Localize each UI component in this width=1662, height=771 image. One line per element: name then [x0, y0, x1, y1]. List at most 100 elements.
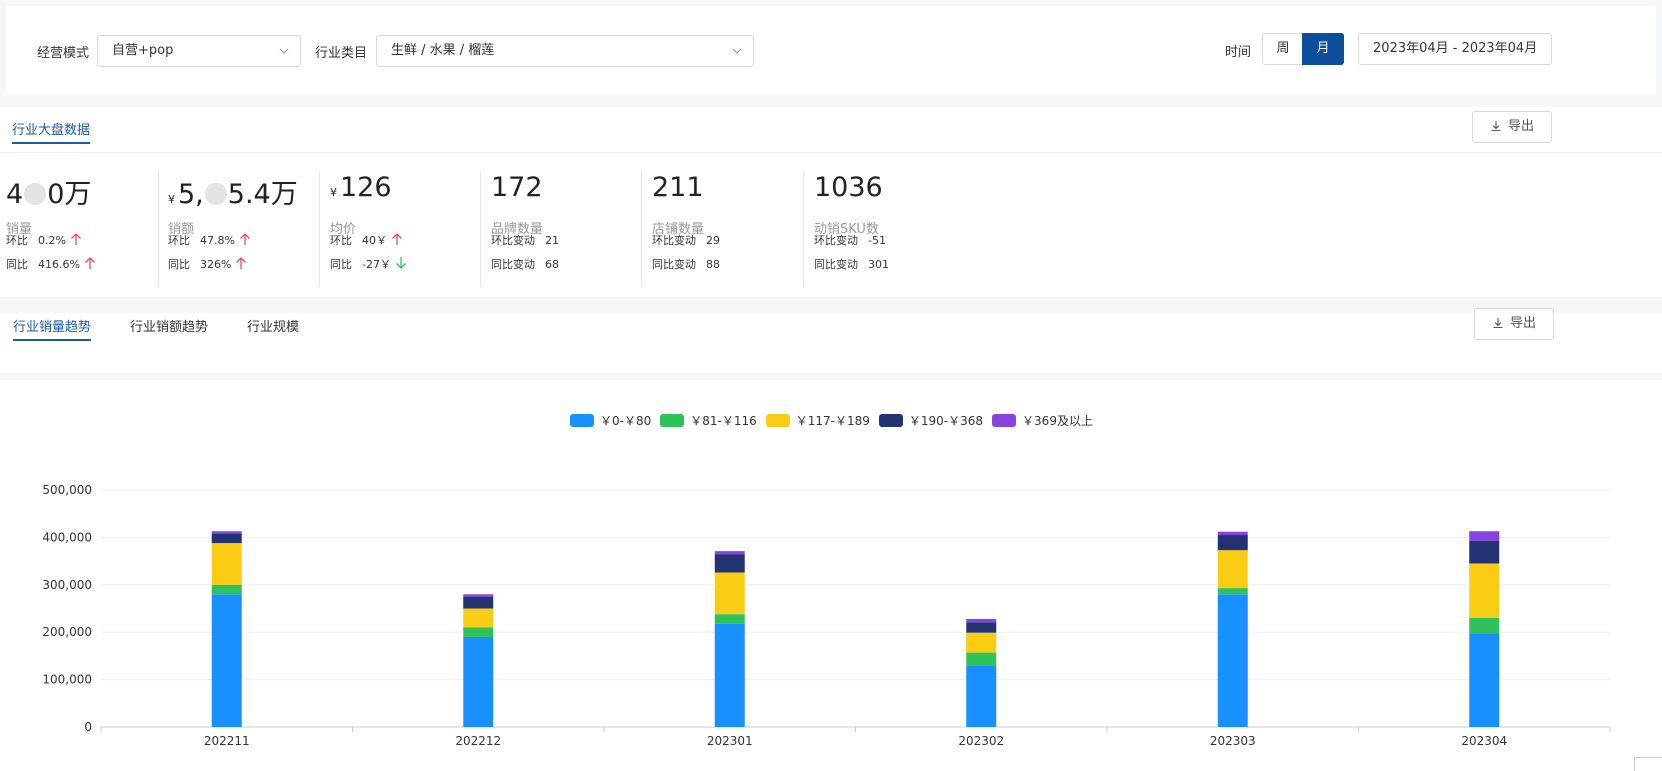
tab-overview[interactable]: 行业大盘数据: [12, 119, 91, 144]
date-range-picker[interactable]: 2023年04月 - 2023年04月: [1358, 33, 1553, 65]
download-icon: [1491, 121, 1501, 132]
x-tick-label: 202302: [958, 734, 1004, 748]
arrow-down-icon: [396, 257, 406, 269]
overview-export-button[interactable]: 导出: [1472, 111, 1552, 143]
bar-segment: [1469, 563, 1500, 618]
chart-legend: ￥0-￥80 ￥81-￥116 ￥117-￥189 ￥190-￥368 ￥369及以上: [570, 412, 1102, 429]
mode-select[interactable]: 自营+pop: [97, 35, 301, 67]
metric-mom-row: 环比变动 -51: [814, 234, 886, 247]
legend-label: ￥81-￥116: [690, 414, 757, 428]
metric-sales-amount: ¥5, 5.4万 销额 环比 47.8% 同比 326%: [168, 162, 338, 290]
tab-sales-volume-trend[interactable]: 行业销量趋势: [13, 316, 92, 341]
trend-export-button[interactable]: 导出: [1474, 308, 1554, 340]
metric-mom-row: 环比 40￥: [330, 232, 403, 248]
x-tick-label: 202303: [1210, 734, 1256, 748]
bar-segment: [966, 618, 997, 623]
tab-industry-scale[interactable]: 行业规模: [247, 320, 300, 335]
bar-segment: [463, 608, 494, 628]
y-tick-label: 100,000: [42, 673, 92, 687]
legend-label: ￥190-￥368: [908, 414, 984, 428]
mode-label: 经营模式: [37, 46, 90, 61]
metric-sku-count: 1036 动销SKU数 环比变动 -51 同比变动 301: [814, 162, 984, 290]
category-value: 生鲜 / 水果 / 榴莲: [391, 43, 495, 58]
mode-value: 自营+pop: [112, 43, 174, 58]
bar-segment: [1217, 588, 1248, 595]
month-toggle[interactable]: 月: [1302, 33, 1344, 65]
legend-swatch: [660, 414, 685, 427]
metric-name: 销额: [168, 222, 195, 237]
bar-segment: [714, 551, 745, 555]
trend-tabs-card: [0, 313, 1662, 373]
overview-card: [0, 107, 1662, 297]
x-tick-label: 202304: [1461, 734, 1507, 748]
y-tick-label: 500,000: [42, 483, 92, 497]
metric-name: 品牌数量: [491, 222, 544, 237]
arrow-up-icon: [70, 233, 81, 245]
y-tick-label: 0: [84, 720, 92, 734]
legend-item[interactable]: ￥0-￥80: [570, 412, 651, 429]
legend-item[interactable]: ￥369及以上: [992, 412, 1093, 429]
arrow-up-icon: [236, 257, 247, 269]
arrow-up-icon: [392, 233, 402, 245]
bar-segment: [714, 623, 745, 727]
legend-swatch: [765, 414, 790, 427]
metric-avg-price: ¥126 均价 环比 40￥ 同比 -27￥: [330, 162, 500, 290]
bar-segment: [1469, 633, 1500, 727]
download-icon: [1493, 318, 1503, 329]
metric-sales-volume: 4 0万 销量 环比 0.2% 同比 416.6%: [6, 162, 176, 290]
legend-item[interactable]: ￥81-￥116: [660, 412, 757, 429]
category-select[interactable]: 生鲜 / 水果 / 榴莲: [376, 35, 754, 67]
legend-item[interactable]: ￥117-￥189: [765, 412, 870, 429]
divider: [0, 152, 1662, 153]
masked-digits: [24, 183, 47, 205]
metric-mom-row: 环比 0.2%: [6, 232, 82, 248]
metric-yoy-row: 同比 416.6%: [6, 256, 96, 272]
chart-card: [0, 380, 1662, 771]
arrow-up-icon: [239, 233, 250, 245]
legend-label: ￥117-￥189: [795, 414, 870, 428]
metric-name: 均价: [330, 222, 357, 237]
tab-sales-amount-trend[interactable]: 行业销额趋势: [130, 320, 209, 335]
legend-swatch: [992, 414, 1017, 427]
divider: [641, 171, 642, 287]
bar-segment: [714, 554, 745, 573]
chevron-down-icon: [279, 48, 289, 54]
bar-segment: [463, 636, 494, 727]
legend-label: ￥369及以上: [1022, 414, 1093, 428]
bar-segment: [966, 652, 997, 666]
time-label: 时间: [1225, 45, 1252, 60]
export-label: 导出: [1509, 316, 1536, 331]
metric-name: 销量: [6, 222, 33, 237]
bar-segment: [463, 596, 494, 609]
x-tick-label: 202301: [707, 734, 753, 748]
metric-yoy-row: 同比变动 301: [814, 258, 889, 271]
divider: [803, 171, 804, 287]
y-tick-label: 200,000: [42, 625, 92, 639]
legend-swatch: [878, 414, 903, 427]
bar-segment: [1217, 535, 1248, 551]
divider: [158, 171, 159, 287]
metric-value: ¥126: [330, 172, 392, 203]
legend-item[interactable]: ￥190-￥368: [878, 412, 984, 429]
metric-name: 店铺数量: [652, 222, 705, 237]
bar-segment: [211, 584, 242, 595]
divider: [480, 171, 481, 287]
bar-segment: [1469, 531, 1500, 541]
bar-segment: [1469, 540, 1500, 564]
metric-brand-count: 172 品牌数量 环比变动 21 同比变动 68: [491, 162, 661, 290]
bar-segment: [211, 594, 242, 727]
metric-yoy-row: 同比变动 68: [491, 258, 559, 271]
metric-mom-row: 环比变动 21: [491, 234, 559, 247]
divider: [319, 171, 320, 287]
metric-mom-row: 环比变动 29: [652, 234, 720, 247]
bar-segment: [714, 614, 745, 624]
bar-segment: [1469, 617, 1500, 634]
bar-segment: [463, 594, 494, 597]
metric-value: ¥5, 5.4万: [168, 179, 298, 210]
bar-segment: [211, 543, 242, 585]
corner-widget: [1634, 757, 1662, 771]
bar-segment: [1217, 550, 1248, 589]
filter-bar: 经营模式 自营+pop 行业类目 生鲜 / 水果 / 榴莲 时间 周 月 202…: [6, 6, 1656, 94]
y-tick-label: 300,000: [42, 578, 92, 592]
